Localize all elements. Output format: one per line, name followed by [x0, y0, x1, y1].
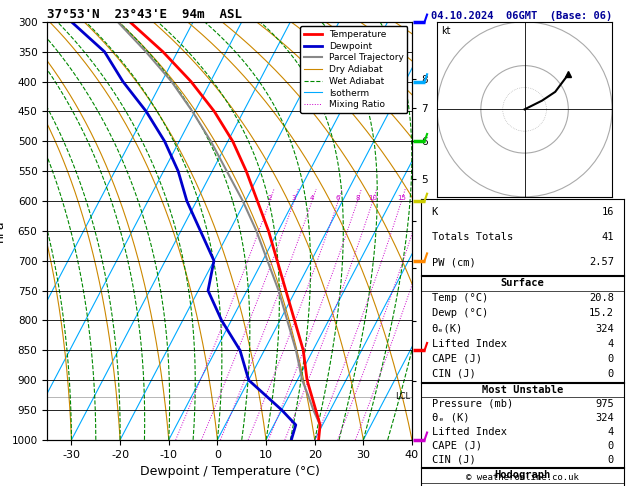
- Text: PW (cm): PW (cm): [431, 257, 476, 267]
- Y-axis label: km
ASL: km ASL: [430, 220, 452, 242]
- Legend: Temperature, Dewpoint, Parcel Trajectory, Dry Adiabat, Wet Adiabat, Isotherm, Mi: Temperature, Dewpoint, Parcel Trajectory…: [300, 26, 408, 113]
- Text: K: K: [431, 207, 438, 217]
- Text: 15: 15: [397, 195, 406, 201]
- Text: Pressure (mb): Pressure (mb): [431, 399, 513, 409]
- Text: 0: 0: [608, 454, 614, 465]
- Text: Temp (°C): Temp (°C): [431, 293, 488, 303]
- Text: 41: 41: [601, 232, 614, 242]
- Text: 15.2: 15.2: [589, 309, 614, 318]
- Text: 0: 0: [608, 369, 614, 379]
- Text: Totals Totals: Totals Totals: [431, 232, 513, 242]
- X-axis label: Dewpoint / Temperature (°C): Dewpoint / Temperature (°C): [140, 465, 320, 478]
- Text: 4: 4: [310, 195, 314, 201]
- Text: 04.10.2024  06GMT  (Base: 06): 04.10.2024 06GMT (Base: 06): [431, 11, 613, 21]
- Text: 37°53'N  23°43'E  94m  ASL: 37°53'N 23°43'E 94m ASL: [47, 8, 242, 21]
- Text: kt: kt: [442, 26, 451, 36]
- Text: 0: 0: [608, 354, 614, 364]
- Text: CAPE (J): CAPE (J): [431, 354, 482, 364]
- Text: CAPE (J): CAPE (J): [431, 441, 482, 451]
- Text: CIN (J): CIN (J): [431, 369, 476, 379]
- Text: CIN (J): CIN (J): [431, 454, 476, 465]
- Text: 975: 975: [595, 399, 614, 409]
- Text: 6: 6: [336, 195, 340, 201]
- Text: 4: 4: [608, 339, 614, 348]
- Text: 10: 10: [368, 195, 377, 201]
- Text: 8: 8: [355, 195, 360, 201]
- Text: 20.8: 20.8: [589, 293, 614, 303]
- Text: 16: 16: [601, 207, 614, 217]
- Text: θₑ(K): θₑ(K): [431, 324, 463, 333]
- Text: © weatheronline.co.uk: © weatheronline.co.uk: [465, 473, 579, 482]
- Text: θₑ (K): θₑ (K): [431, 413, 469, 423]
- Text: Lifted Index: Lifted Index: [431, 339, 506, 348]
- Text: 2: 2: [267, 195, 272, 201]
- Text: Surface: Surface: [501, 278, 545, 288]
- Text: 324: 324: [595, 324, 614, 333]
- Text: 2.57: 2.57: [589, 257, 614, 267]
- Text: 3: 3: [292, 195, 296, 201]
- Text: 4: 4: [608, 427, 614, 437]
- Text: Most Unstable: Most Unstable: [482, 385, 564, 395]
- Text: Dewp (°C): Dewp (°C): [431, 309, 488, 318]
- Text: 0: 0: [608, 441, 614, 451]
- Text: LCL: LCL: [396, 392, 411, 401]
- Text: Hodograph: Hodograph: [494, 470, 551, 480]
- Y-axis label: hPa: hPa: [0, 220, 6, 242]
- Text: 324: 324: [595, 413, 614, 423]
- Text: Lifted Index: Lifted Index: [431, 427, 506, 437]
